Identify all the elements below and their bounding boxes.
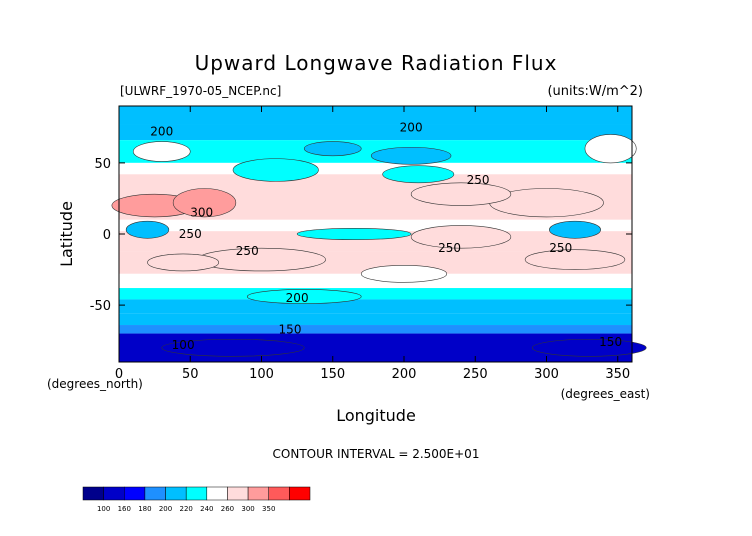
- contour-label-3: 300: [190, 206, 213, 220]
- colorbar-level-6: 260: [221, 505, 234, 513]
- y-tick-label-2: 50: [94, 157, 111, 172]
- flux-feature-1: [172, 188, 237, 218]
- zonal-band-11: [119, 299, 632, 314]
- colorbar-swatch-7: [227, 486, 249, 501]
- contour-label-5: 250: [236, 244, 259, 258]
- contour-label-7: 250: [549, 241, 572, 255]
- contour-label-0: 200: [150, 125, 173, 139]
- x-tick-label-4: 200: [392, 367, 417, 382]
- contour-label-8: 200: [286, 291, 309, 305]
- units-label: (units:W/m^2): [547, 84, 643, 99]
- x-tick-label-5: 250: [463, 367, 488, 382]
- x-tick-label-1: 50: [182, 367, 199, 382]
- flux-feature-20: [531, 338, 647, 357]
- contour-label-4: 250: [179, 227, 202, 241]
- zonal-band-9: [119, 273, 632, 289]
- colorbar-swatch-8: [247, 486, 269, 501]
- colorbar-level-5: 240: [200, 505, 213, 513]
- file-label: [ULWRF_1970-05_NCEP.nc]: [120, 84, 281, 98]
- colorbar-level-3: 200: [159, 505, 172, 513]
- colorbar-level-2: 180: [138, 505, 151, 513]
- contour-interval-label: CONTOUR INTERVAL = 2.500E+01: [273, 447, 480, 461]
- zonal-band-12: [119, 313, 632, 326]
- flux-feature-5: [382, 165, 455, 184]
- flux-feature-7: [303, 141, 362, 157]
- colorbar-level-8: 350: [262, 505, 275, 513]
- contour-label-10: 100: [172, 338, 195, 352]
- x-tick-label-0: 0: [115, 367, 123, 382]
- y-axis-title: Latitude: [57, 201, 76, 267]
- flux-feature-12: [296, 228, 412, 240]
- colorbar-swatch-10: [289, 486, 311, 501]
- zonal-band-3: [119, 162, 632, 175]
- flux-feature-19: [161, 338, 305, 357]
- axis-ticks: 0 50 100 150 200 250 300 350 -50 0 50: [90, 106, 632, 382]
- heatmap-area: [111, 106, 647, 362]
- contour-label-9: 150: [279, 322, 302, 336]
- colorbar-swatch-3: [144, 486, 166, 501]
- x-tick-label-3: 150: [320, 367, 345, 382]
- flux-feature-9: [132, 141, 191, 162]
- contour-label-11: 150: [599, 335, 622, 349]
- contour-labels: 200 200 250 300 250 250 250 250 200 150 100 150: [150, 120, 622, 352]
- flux-feature-4: [232, 158, 319, 182]
- colorbar-level-4: 220: [179, 505, 192, 513]
- colorbar-swatch-2: [124, 486, 146, 501]
- x-tick-label-7: 350: [605, 367, 630, 382]
- zonal-band-6: [119, 219, 632, 232]
- flux-feature-3: [410, 182, 512, 206]
- contour-label-2: 250: [467, 173, 490, 187]
- x-unit-label: (degrees_east): [561, 387, 650, 401]
- x-tick-label-6: 300: [534, 367, 559, 382]
- zonal-band-10: [119, 288, 632, 300]
- flux-feature-11: [549, 220, 601, 239]
- flux-feature-16: [524, 249, 626, 270]
- colorbar-swatch-1: [103, 486, 125, 501]
- flux-feature-15: [147, 253, 220, 272]
- chart-title: Upward Longwave Radiation Flux: [195, 51, 558, 75]
- colorbar-level-7: 300: [241, 505, 254, 513]
- colorbar-swatch-4: [165, 486, 187, 501]
- flux-feature-8: [584, 134, 637, 164]
- colorbar-swatch-9: [268, 486, 290, 501]
- y-unit-label: (degrees_north): [47, 377, 143, 391]
- zonal-band-1: [119, 124, 632, 141]
- flux-feature-6: [370, 146, 452, 165]
- y-tick-label-1: 0: [103, 228, 111, 243]
- x-tick-label-2: 100: [249, 367, 274, 382]
- y-tick-label-0: -50: [90, 299, 111, 314]
- flux-feature-17: [360, 264, 448, 283]
- zonal-band-2: [119, 140, 632, 163]
- colorbar-swatch-5: [185, 486, 208, 501]
- flux-feature-10: [125, 220, 170, 239]
- x-axis-title: Longitude: [336, 406, 416, 425]
- colorbar-swatch-0: [82, 486, 104, 501]
- colorbar-level-1: 160: [118, 505, 131, 513]
- zonal-band-13: [119, 325, 632, 334]
- zonal-band-0: [119, 106, 632, 125]
- flux-feature-18: [246, 289, 362, 304]
- contour-label-6: 250: [438, 241, 461, 255]
- contour-label-1: 200: [400, 120, 423, 134]
- colorbar-swatch-6: [206, 486, 228, 501]
- colorbar: 100 160 180 200 220 240 260 300 350: [82, 486, 311, 513]
- flux-feature-13: [410, 225, 512, 249]
- colorbar-level-0: 100: [97, 505, 110, 513]
